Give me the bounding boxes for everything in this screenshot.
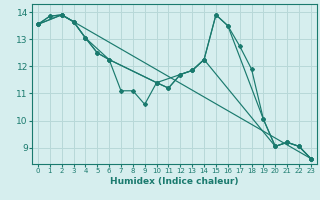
X-axis label: Humidex (Indice chaleur): Humidex (Indice chaleur) (110, 177, 239, 186)
